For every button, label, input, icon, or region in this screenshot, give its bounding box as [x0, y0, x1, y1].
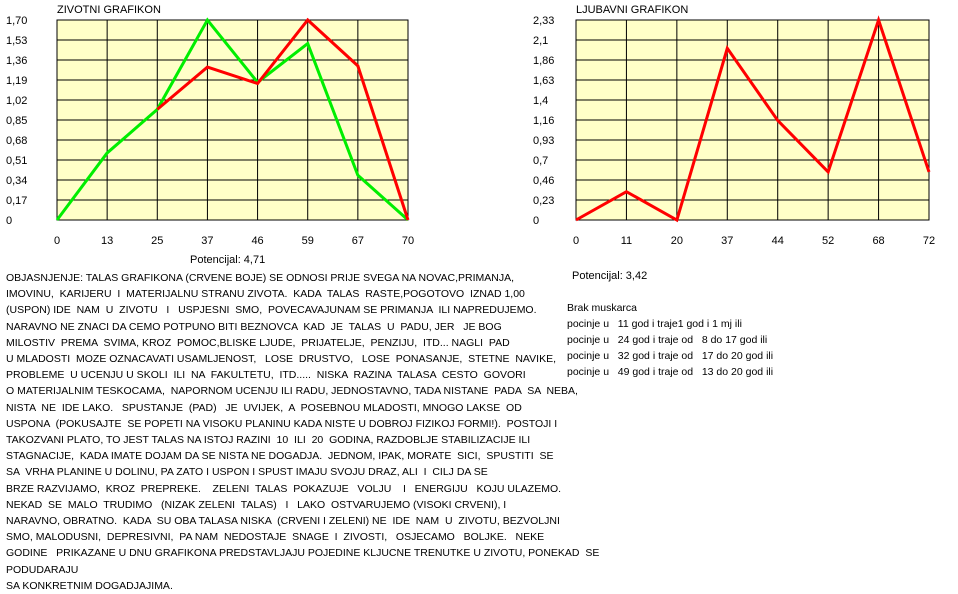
chart2-potencijal: Potencijal: 3,42 — [572, 270, 648, 282]
explanation-text: OBJASNJENJE: TALAS GRAFIKONA (CRVENE BOJ… — [6, 270, 599, 594]
explanation-line: (USPON) IDE NAM U ZIVOTU I USPJESNI SMO,… — [6, 304, 537, 317]
explanation-line: IMOVINU, KARIJERU I MATERIJALNU STRANU Z… — [6, 288, 525, 301]
explanation-line: OBJASNJENJE: TALAS GRAFIKONA (CRVENE BOJ… — [6, 272, 515, 284]
chart1-xtick-label: 46 — [251, 235, 263, 247]
chart1-ytick-label: 1,19 — [6, 75, 27, 87]
charts-canvas: 0 0,17 0,34 0,51 0,68 0,85 1,02 1,19 1,36 1,53 1,7… — [6, 15, 935, 247]
chart1-ytick-label: 0 — [6, 215, 12, 227]
chart2-ytick-label: 1,16 — [533, 115, 554, 127]
chart2-series-1-line — [575, 15, 931, 223]
brak-line: pocinje u 11 god i traje1 god i 1 mj ili — [567, 318, 742, 330]
explanation-line: STAGNACIJE, KADA IMATE DOJAM DA SE NISTA… — [6, 450, 554, 463]
chart2-ytick-label: 1,4 — [533, 95, 548, 107]
chart2-ytick-label: 0,93 — [533, 135, 554, 147]
chart2-ytick-label: 2,33 — [533, 15, 554, 27]
chart1-title: ZIVOTNI GRAFIKON — [57, 4, 161, 16]
brak-title: Brak muskarca — [567, 302, 638, 314]
brak-line: pocinje u 49 god i traje od 13 do 20 god… — [567, 366, 774, 378]
chart2-ytick-label: 1,63 — [533, 75, 554, 87]
chart1-series-1-line — [55, 17, 409, 222]
chart2-xtick-label: 0 — [573, 235, 579, 247]
explanation-line: NARAVNO NE ZNACI DA CEMO POTPUNO BITI BE… — [6, 320, 502, 333]
chart2-title: LJUBAVNI GRAFIKON — [576, 4, 689, 16]
chart1-xtick-label: 67 — [352, 235, 364, 247]
chart1-ytick-label: 0,51 — [6, 155, 27, 167]
chart2-ytick-label: 0 — [533, 215, 539, 227]
chart2-ytick-label: 0,7 — [533, 155, 548, 167]
explanation-line: MILOSTIV PREMA SVIMA, KROZ POMOC,BLISKE … — [6, 336, 510, 349]
chart1-ytick-label: 1,02 — [6, 95, 27, 107]
chart1-series-2-line — [156, 17, 410, 221]
chart2-ytick-label: 1,86 — [533, 55, 554, 67]
explanation-line: BRZE RAZVIJAMO, KROZ PREPREKE. ZELENI TA… — [6, 482, 562, 495]
chart1-xtick-label: 25 — [151, 235, 163, 247]
explanation-line: SA VRHA PLANINE U DOLINU, PA ZATO I USPO… — [6, 466, 488, 479]
chart2-xtick-label: 37 — [721, 235, 733, 247]
chart2-xtick-label: 52 — [822, 235, 834, 247]
brak-lines: pocinje u 11 god i traje1 god i 1 mj ili… — [567, 316, 773, 380]
chart2-xtick-label: 68 — [872, 235, 884, 247]
chart1-ytick-label: 0,85 — [6, 115, 27, 127]
explanation-line: GODINE PRIKAZANE U DNU GRAFIKONA PREDSTA… — [6, 547, 600, 560]
explanation-line: PODUDARAJU — [6, 563, 79, 576]
chart2-xtick-label: 44 — [772, 235, 784, 247]
explanation-line: U MLADOSTI MOZE OZNACAVATI USAMLJENOST, … — [6, 353, 556, 366]
explanation-line: SMO, MALODUSNI, DEPRESIVNI, PA NAM NEDOS… — [6, 531, 545, 544]
chart2-ytick-label: 0,23 — [533, 195, 554, 207]
brak-section: Brak muskarca pocinje u 11 god i traje1 … — [567, 300, 773, 380]
chart1-xtick-label: 59 — [302, 235, 314, 247]
chart1-ytick-label: 1,53 — [6, 35, 27, 47]
explanation-line: O MATERIJALNIM TESKOCAMA, NAPORNOM UCENJ… — [6, 385, 578, 398]
chart1-xtick-label: 0 — [54, 235, 60, 247]
chart1-xtick-label: 37 — [201, 235, 213, 247]
chart1-ytick-label: 1,36 — [6, 55, 27, 67]
chart2-xtick-label: 72 — [923, 235, 935, 247]
chart1-ytick-label: 0,17 — [6, 195, 27, 207]
explanation-line: USPONA (POKUSAJTE SE POPETI NA VISOKU PL… — [6, 417, 558, 430]
chart1-ytick-label: 1,70 — [6, 15, 27, 27]
chart2-xtick-label: 11 — [621, 235, 632, 247]
brak-line: pocinje u 24 god i traje od 8 do 17 god … — [567, 334, 768, 346]
chart2-ytick-label: 0,46 — [533, 175, 554, 187]
explanation-line: NISTA NE IDE LAKO. SPUSTANJE (PAD) JE UV… — [6, 401, 522, 414]
chart1-xtick-label: 13 — [101, 235, 113, 247]
chart2-xtick-label: 20 — [671, 235, 683, 247]
explanation-line: TAKOZVANI PLATO, TO JEST TALAS NA ISTOJ … — [6, 434, 531, 447]
brak-line: pocinje u 32 god i traje od 17 do 20 god… — [567, 350, 774, 362]
chart1-ytick-label: 0,34 — [6, 175, 27, 187]
chart1-xtick-label: 70 — [402, 235, 414, 247]
explanation-line: NEKAD SE MALO TRUDIMO (NIZAK ZELENI TALA… — [6, 498, 507, 511]
explanation-line: SA KONKRETNIM DOGADJAJIMA. — [6, 579, 173, 592]
chart1-potencijal: Potencijal: 4,71 — [190, 254, 266, 266]
chart2-ytick-label: 2,1 — [533, 35, 548, 47]
chart1-ytick-label: 0,68 — [6, 135, 27, 147]
explanation-line: PROBLEME U UCENJU U SKOLI ILI NA FAKULTE… — [6, 369, 526, 382]
explanation-line: NARAVNO, OBRATNO. KADA SU OBA TALASA NIS… — [6, 515, 560, 528]
